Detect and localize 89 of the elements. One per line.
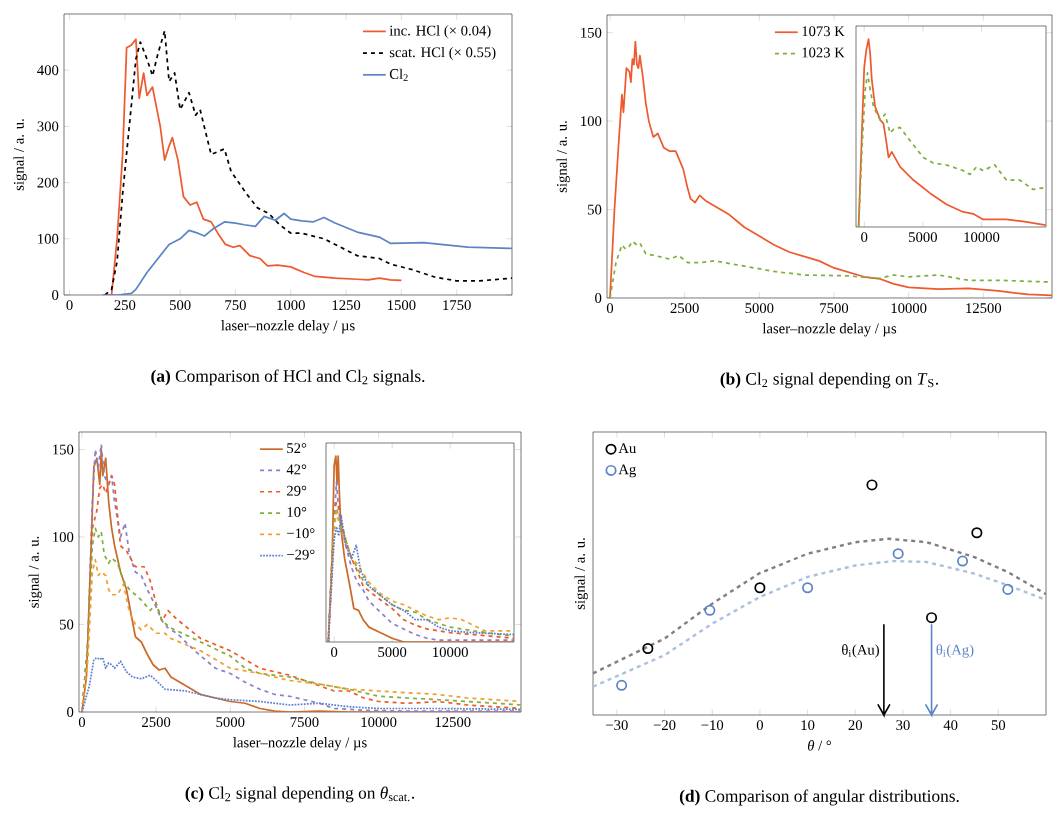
x-tick-label: 5000 [745, 303, 774, 314]
x-tick-label: −10 [701, 720, 724, 731]
point [892, 548, 904, 560]
x-tick-label: 7500 [820, 303, 849, 314]
legend-label: 1073 K [802, 26, 845, 37]
y-tick-label: 300 [37, 121, 59, 132]
point [754, 582, 766, 594]
legend-label: −10° [287, 528, 315, 539]
x-tick-label: 12500 [966, 303, 1002, 314]
text: (c) Cl$_{2}$ signal depending on θ$_{scat.}$. [185, 786, 415, 803]
legend-label: 1023 K [802, 47, 845, 58]
x-tick-label: 10000 [891, 303, 927, 314]
point [971, 527, 983, 539]
x-tick-label: 50 [991, 720, 1006, 731]
x-tick-label: 10000 [964, 232, 1000, 243]
y-tick-label: 150 [53, 444, 74, 455]
x-tick-label: 0 [861, 232, 868, 243]
x-tick-label: 2500 [670, 303, 699, 314]
line-series [81, 558, 522, 712]
point [704, 604, 716, 616]
y-tick-label: 150 [581, 27, 602, 38]
y-axis-title: signal / a. u. [13, 119, 27, 191]
x-tick-label: 1250 [332, 300, 361, 311]
x-tick-label: 1750 [443, 300, 471, 311]
y-tick-label: 0 [52, 290, 59, 300]
y-tick-label: 50 [588, 204, 602, 215]
y-tick-label: 400 [37, 65, 59, 76]
x-tick-label: 0 [606, 303, 614, 314]
text: (a) Comparison of HCl and Cl$_{2}$ signals. [151, 369, 425, 386]
x-tick-label: 5000 [378, 647, 407, 658]
x-axis-title: laser–nozzle delay / µs [221, 320, 355, 334]
legend-label: inc. HCl (× 0.04) [389, 25, 491, 39]
x-tick-label: 40 [943, 720, 958, 731]
y-axis-title: signal / a. u. [574, 538, 588, 610]
x-tick-label: 250 [114, 300, 136, 311]
y-axis-title: signal / a. u. [28, 536, 42, 608]
text: (d) Comparison of angular distributions. [679, 789, 959, 806]
legend-label: Au [618, 443, 637, 454]
legend-label: 42° [286, 464, 307, 475]
y-axis-title: signal / a. u. [556, 121, 570, 193]
point [926, 612, 938, 624]
x-tick-label: −20 [653, 720, 676, 731]
x-tick-label: 0 [78, 717, 86, 728]
y-tick-label: 200 [37, 177, 59, 188]
x-tick-label: 10 [801, 720, 815, 731]
x-tick-label: 1500 [388, 300, 416, 311]
y-tick-label: 0 [595, 293, 602, 303]
point [616, 679, 628, 691]
ref-line-label: θ$_{i}$(Ag) [936, 644, 974, 658]
y-tick-label: 100 [581, 116, 602, 127]
x-tick-label: 5000 [909, 232, 937, 243]
x-tick-label: 10000 [433, 647, 468, 658]
ref-line-label: θ$_{i}$(Au) [842, 644, 879, 658]
x-tick-label: 12500 [435, 717, 471, 728]
point [802, 582, 814, 594]
point [866, 479, 878, 491]
point [642, 642, 654, 655]
x-tick-label: 10000 [361, 717, 397, 728]
line-series [101, 212, 513, 295]
line-series [81, 656, 522, 712]
legend-label: Ag [618, 464, 636, 478]
x-tick-label: 20 [848, 720, 863, 731]
legend-label: 52° [287, 443, 307, 454]
x-axis-title: θ / ° [807, 740, 832, 751]
x-tick-label: 2500 [142, 717, 171, 728]
x-axis-title: laser–nozzle delay / µs [233, 737, 367, 751]
legend-label: Cl$_{2}$ [389, 68, 408, 81]
x-tick-label: 7500 [290, 717, 319, 728]
x-tick-label: 5000 [216, 717, 245, 728]
line-series [607, 40, 1053, 298]
y-tick-label: 0 [67, 707, 74, 717]
y-tick-label: 100 [38, 233, 59, 244]
x-axis-title: laser–nozzle delay / µs [762, 323, 897, 337]
x-tick-label: −30 [606, 720, 628, 731]
text: (b) Cl$_{2}$ signal depending on T$_{S}$. [720, 372, 939, 389]
legend-label: −29° [287, 549, 315, 560]
x-tick-label: 0 [331, 647, 338, 658]
legend-label: 29° [287, 485, 307, 496]
x-tick-label: 500 [170, 300, 191, 311]
x-tick-label: 0 [756, 720, 764, 731]
y-tick-label: 50 [60, 619, 74, 630]
y-tick-label: 100 [53, 532, 74, 542]
legend-label: 10° [287, 507, 307, 517]
x-tick-label: 30 [896, 720, 910, 731]
x-tick-label: 1000 [277, 300, 305, 311]
legend-label: scat. HCl (× 0.55) [389, 46, 496, 61]
x-tick-label: 750 [225, 300, 246, 311]
point [1002, 583, 1014, 595]
point [957, 555, 969, 567]
